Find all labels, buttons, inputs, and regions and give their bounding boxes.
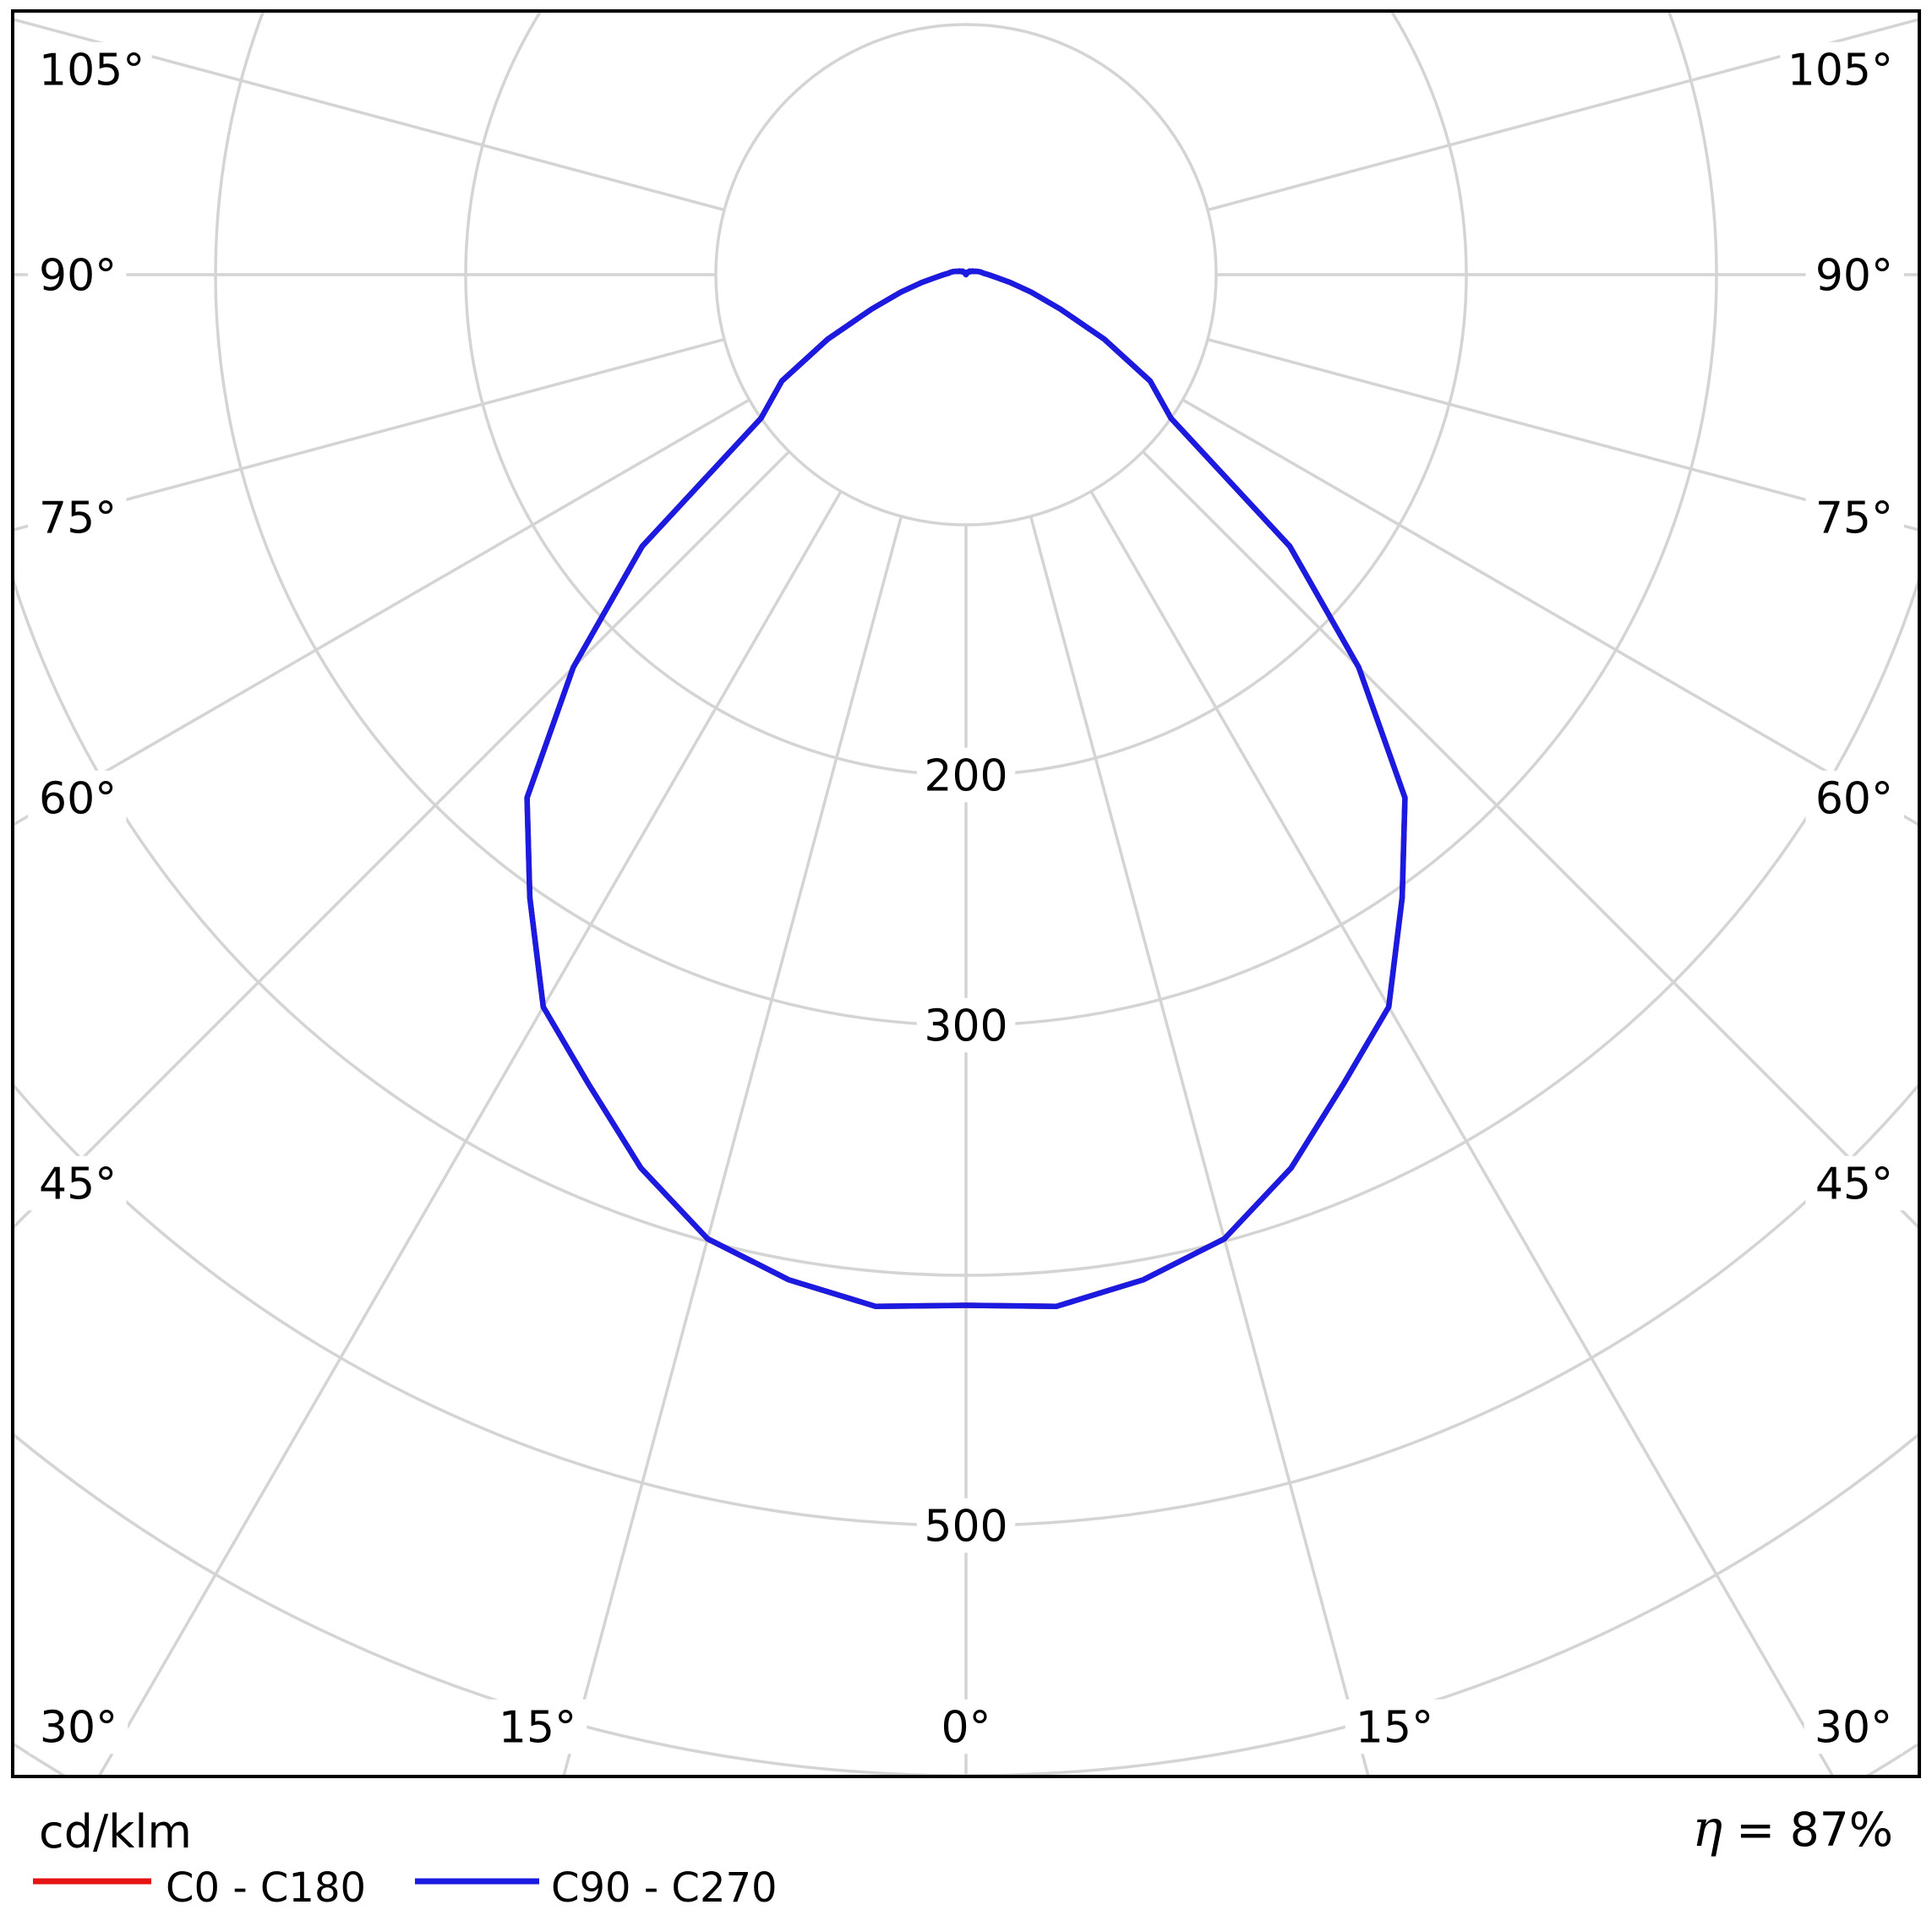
angle-label-l105-halo xyxy=(28,41,152,97)
grid-radial-r45 xyxy=(1142,450,1919,1231)
angle-label-r15-halo xyxy=(1345,1699,1444,1755)
grid-radial-l15 xyxy=(562,516,903,1776)
grid-radial-l105 xyxy=(13,17,725,212)
curve-C90-C270 xyxy=(524,268,1408,1310)
ring-label-500-halo xyxy=(916,1498,1016,1553)
ring-label-300: 300 xyxy=(924,1001,1007,1052)
angle-label-l105: 105° xyxy=(39,46,145,96)
ring-label-500: 500 xyxy=(924,1502,1007,1553)
angle-label-r60-halo xyxy=(1805,770,1904,826)
angle-label-l15: 15° xyxy=(499,1703,576,1754)
grid-radial-r105 xyxy=(1207,17,1919,212)
ring-label-300-halo xyxy=(916,997,1016,1053)
angle-label-r105-halo xyxy=(1780,41,1904,97)
grid-radial-l30 xyxy=(97,490,843,1776)
angle-label-l75: 75° xyxy=(39,494,117,544)
angle-label-l45: 45° xyxy=(39,1160,117,1210)
angle-label-l0-halo xyxy=(929,1699,1003,1755)
grid-radial-l45 xyxy=(13,450,790,1231)
legend-label-c0-c180: C0 - C180 xyxy=(166,1864,366,1912)
grid-radial-r15 xyxy=(1029,516,1370,1776)
angle-label-r45-halo xyxy=(1805,1155,1904,1211)
angle-label-l75-halo xyxy=(28,489,127,545)
angle-label-r30-halo xyxy=(1804,1699,1903,1755)
angle-label-l30: 30° xyxy=(40,1703,117,1754)
grid-radial-r75 xyxy=(1207,337,1919,532)
angle-label-l30-halo xyxy=(29,1699,128,1755)
ring-label-200-halo xyxy=(916,747,1016,803)
footer: cd/klm C0 - C180 C90 - C270 η = 87% xyxy=(33,1799,1893,1912)
angle-label-r90-halo xyxy=(1805,247,1904,303)
grid-radial-l60 xyxy=(13,398,750,827)
ring-label-200: 200 xyxy=(924,751,1007,802)
angle-label-r75: 75° xyxy=(1815,494,1893,544)
angle-label-r30: 30° xyxy=(1815,1703,1892,1754)
angle-label-r15: 15° xyxy=(1356,1703,1433,1754)
angle-label-l0: 0° xyxy=(941,1703,991,1754)
angle-label-r75-halo xyxy=(1805,489,1904,545)
angle-label-l90-halo xyxy=(28,247,127,303)
angle-label-r60: 60° xyxy=(1815,774,1893,825)
eta-symbol: η xyxy=(1692,1799,1722,1858)
angle-label-r45: 45° xyxy=(1815,1160,1893,1210)
label-halos xyxy=(28,41,1904,1755)
angle-label-l45-halo xyxy=(28,1155,127,1211)
angle-label-r90: 90° xyxy=(1815,251,1893,302)
unit-label: cd/klm xyxy=(39,1805,192,1858)
axis-labels: 200 300 500 0° 15° 15° 30° 30° 45° 45° 60° 60° 75° 75… xyxy=(39,46,1893,1754)
eta-value: = 87% xyxy=(1736,1803,1893,1857)
angle-label-r105: 105° xyxy=(1787,46,1893,96)
angle-label-l90: 90° xyxy=(39,251,117,302)
grid-radial-l75 xyxy=(13,337,725,532)
intensity-curves xyxy=(524,268,1408,1310)
grid-radial-r30 xyxy=(1089,490,1835,1776)
angle-label-l15-halo xyxy=(488,1699,587,1755)
grid-radial-r60 xyxy=(1182,398,1919,827)
efficiency-value: η = 87% xyxy=(1692,1799,1893,1858)
angle-label-l60-halo xyxy=(28,770,127,826)
plot-frame xyxy=(11,9,1921,1778)
angle-label-l60: 60° xyxy=(39,774,117,825)
legend-label-c90-c270: C90 - C270 xyxy=(551,1864,778,1912)
